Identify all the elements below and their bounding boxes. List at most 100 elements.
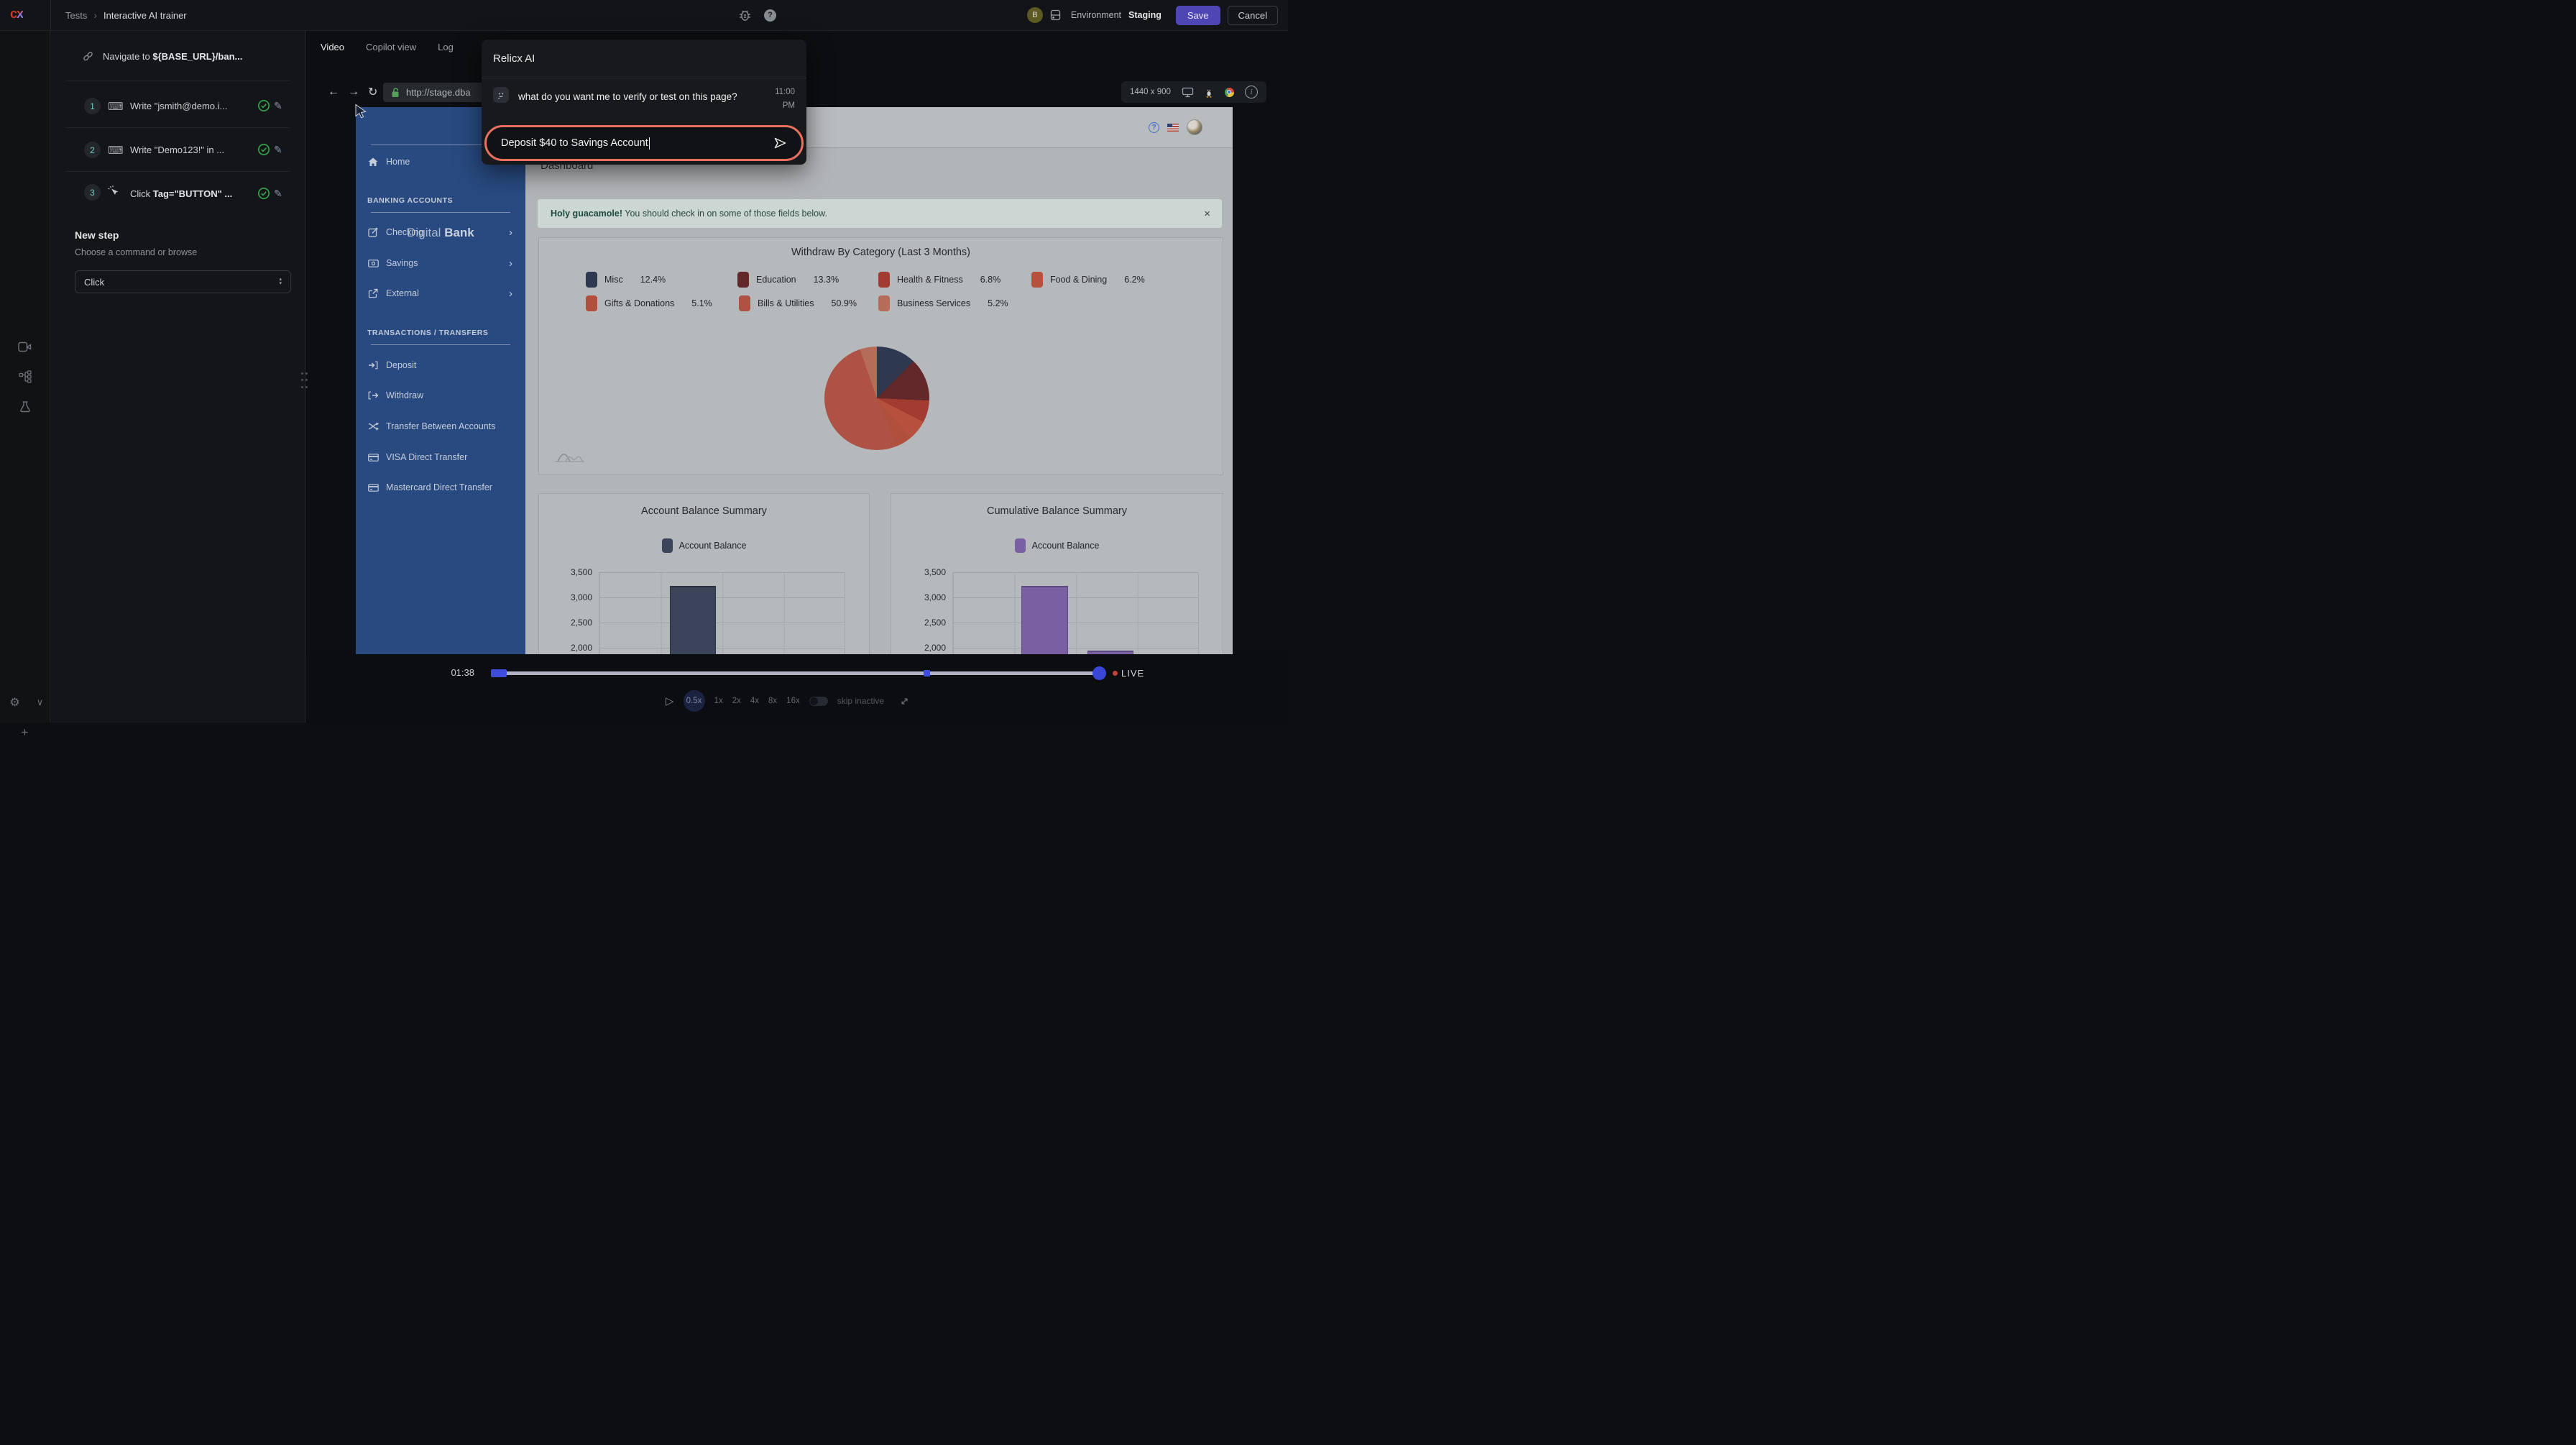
speed-2x-button[interactable]: 2x xyxy=(732,697,741,705)
new-step-title: New step xyxy=(75,229,119,241)
bar-chart-title: Account Balance Summary xyxy=(539,505,869,517)
sidebar-item-label: Home xyxy=(386,157,410,167)
us-flag-icon[interactable] xyxy=(1167,124,1179,132)
viewport-resolution: 1440 x 900 xyxy=(1130,88,1171,96)
skip-inactive-toggle[interactable] xyxy=(809,697,828,706)
y-axis-tick: 3,500 xyxy=(898,567,946,577)
legend-item[interactable]: Bills & Utilities50.9% xyxy=(739,295,857,311)
y-axis-tick: 3,000 xyxy=(545,592,592,602)
browser-refresh-button[interactable]: ↻ xyxy=(368,85,377,99)
video-camera-icon[interactable] xyxy=(0,341,50,352)
linux-os-icon xyxy=(1205,87,1213,98)
send-icon[interactable] xyxy=(773,137,787,150)
save-button[interactable]: Save xyxy=(1176,6,1220,25)
logo-letter-x: x xyxy=(17,6,23,21)
timeline-marker[interactable] xyxy=(924,670,930,676)
bar-chart-legend[interactable]: Account Balance xyxy=(891,538,1223,553)
bank-help-icon[interactable]: ? xyxy=(1149,122,1159,133)
fullscreen-icon[interactable] xyxy=(899,696,910,707)
sidebar-item-label: VISA Direct Transfer xyxy=(386,452,467,462)
tab-copilot-view[interactable]: Copilot view xyxy=(366,42,416,52)
user-avatar[interactable]: B xyxy=(1027,7,1043,23)
edit-step-icon[interactable]: ✎ xyxy=(274,144,282,156)
new-step-hint: Choose a command or browse xyxy=(75,247,197,257)
sidebar-item-external[interactable]: External › xyxy=(367,286,512,301)
play-button[interactable]: ▷ xyxy=(666,694,674,707)
cursor-click-icon xyxy=(107,185,119,197)
speed-8x-button[interactable]: 8x xyxy=(768,697,777,705)
sidebar-item-visa-direct-transfer[interactable]: VISA Direct Transfer xyxy=(367,450,512,464)
flask-icon[interactable] xyxy=(0,400,50,413)
tab-video[interactable]: Video xyxy=(321,42,344,52)
add-icon[interactable]: + xyxy=(0,726,50,738)
legend-item[interactable]: Education13.3% xyxy=(737,272,839,288)
step-number-badge: 2 xyxy=(84,142,101,158)
keyboard-icon: ⌨ xyxy=(108,144,124,157)
step-number-badge: 1 xyxy=(84,98,101,114)
sidebar-item-withdraw[interactable]: Withdraw xyxy=(367,388,512,403)
breadcrumb-tests-link[interactable]: Tests xyxy=(65,10,87,21)
account-balance-card: Account Balance Summary Account Balance … xyxy=(538,493,870,654)
legend-item[interactable]: Health & Fitness6.8% xyxy=(878,272,1000,288)
sign-out-icon xyxy=(367,391,379,400)
sidebar-item-checking[interactable]: Checking › xyxy=(367,225,512,239)
test-tree-icon[interactable] xyxy=(0,370,50,383)
sidebar-item-label: Withdraw xyxy=(386,390,423,400)
step-navigate-label: Navigate to ${BASE_URL}/ban... xyxy=(103,51,242,62)
speed-16x-button[interactable]: 16x xyxy=(786,697,800,705)
sidebar-item-mastercard-direct-transfer[interactable]: Mastercard Direct Transfer xyxy=(367,480,512,495)
browser-back-button[interactable]: ← xyxy=(328,86,339,98)
sidebar-divider xyxy=(371,212,510,213)
app-logo[interactable]: cx xyxy=(10,6,23,22)
legend-swatch xyxy=(1031,272,1043,288)
step-label: Click Tag="BUTTON" ... xyxy=(130,188,232,199)
sidebar-item-savings[interactable]: Savings › xyxy=(367,256,512,270)
sidebar-item-label: External xyxy=(386,288,419,298)
alert-close-icon[interactable]: × xyxy=(1204,208,1210,220)
tab-log[interactable]: Log xyxy=(438,42,454,52)
cancel-button[interactable]: Cancel xyxy=(1228,6,1278,25)
speed-0.5x-button[interactable]: 0.5x xyxy=(684,690,705,712)
legend-item[interactable]: Misc12.4% xyxy=(586,272,666,288)
external-link-icon xyxy=(367,288,379,298)
legend-item[interactable]: Business Services5.2% xyxy=(878,295,1008,311)
message-timestamp: 11:00PM xyxy=(775,86,795,113)
legend-item[interactable]: Gifts & Donations5.1% xyxy=(586,295,712,311)
speed-1x-button[interactable]: 1x xyxy=(714,697,723,705)
sparkline-icon xyxy=(554,451,590,464)
edit-step-icon[interactable]: ✎ xyxy=(274,188,282,200)
environment-value[interactable]: Staging xyxy=(1128,10,1162,20)
sidebar-item-deposit[interactable]: Deposit xyxy=(367,358,512,372)
info-icon[interactable]: i xyxy=(1245,86,1258,98)
chevron-right-icon: › xyxy=(509,226,512,239)
timeline-track[interactable] xyxy=(491,671,1099,675)
legend-item[interactable]: Food & Dining6.2% xyxy=(1031,272,1145,288)
breadcrumb: Tests › Interactive AI trainer xyxy=(65,0,187,30)
bug-icon[interactable] xyxy=(739,9,751,22)
y-axis-tick: 2,000 xyxy=(898,643,946,653)
y-axis-tick: 3,500 xyxy=(545,567,592,577)
speed-4x-button[interactable]: 4x xyxy=(750,697,759,705)
step-label: Write "Demo123!" in ... xyxy=(130,144,224,155)
bank-user-avatar[interactable] xyxy=(1187,119,1202,135)
bank-sidebar: Digital Bank Home BANKING ACCOUNTS Check… xyxy=(356,107,525,654)
legend-swatch xyxy=(586,272,597,288)
left-icon-rail: ⚙ ∨ + xyxy=(0,30,50,722)
browser-forward-button[interactable]: → xyxy=(348,86,359,98)
bar-chart-legend[interactable]: Account Balance xyxy=(539,538,869,553)
assistant-input[interactable]: Deposit $40 to Savings Account xyxy=(484,125,804,161)
sidebar-item-transfer-between-accounts[interactable]: Transfer Between Accounts xyxy=(367,419,512,434)
bar-chart-title: Cumulative Balance Summary xyxy=(891,505,1223,517)
home-icon xyxy=(367,157,379,167)
new-step-command-select[interactable]: Click ▴▾ xyxy=(75,270,291,293)
recorded-cursor-icon xyxy=(354,104,369,119)
topbar-divider xyxy=(50,0,51,30)
panel-resize-handle[interactable] xyxy=(301,372,309,391)
step-row-navigate[interactable]: Navigate to ${BASE_URL}/ban... xyxy=(82,47,242,65)
timeline-handle[interactable] xyxy=(1092,666,1106,680)
test-steps-panel: Navigate to ${BASE_URL}/ban... 1 ⌨ Write… xyxy=(50,30,305,722)
edit-step-icon[interactable]: ✎ xyxy=(274,100,282,112)
legend-swatch xyxy=(878,272,890,288)
bar-chart-plot xyxy=(952,572,1199,655)
help-icon[interactable]: ? xyxy=(764,9,776,22)
